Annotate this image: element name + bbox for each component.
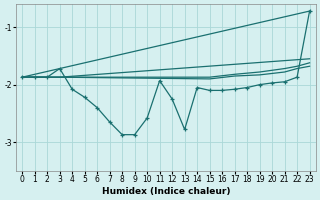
- X-axis label: Humidex (Indice chaleur): Humidex (Indice chaleur): [102, 187, 230, 196]
